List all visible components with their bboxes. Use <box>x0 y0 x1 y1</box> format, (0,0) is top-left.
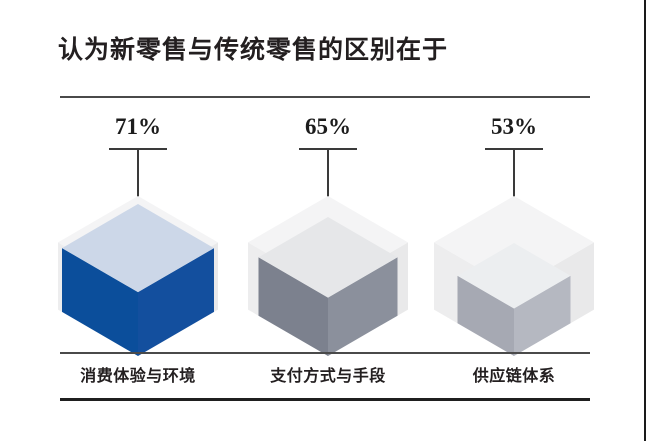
chart-column-0: 71% <box>38 108 238 360</box>
title-divider <box>60 96 590 98</box>
cube-stage-0 <box>38 108 238 356</box>
chart-column-1: 65% <box>228 108 428 360</box>
cube-shape-1 <box>258 217 398 356</box>
cube-stage-1 <box>228 108 428 356</box>
category-divider-bottom <box>60 398 590 401</box>
cube-1 <box>248 108 408 356</box>
category-divider-top <box>60 352 590 354</box>
value-label-2: 53% <box>491 114 537 139</box>
value-label-1: 65% <box>305 114 351 139</box>
leader-stem-0 <box>137 148 139 210</box>
value-label-0: 71% <box>115 114 161 139</box>
page-title: 认为新零售与传统零售的区别在于 <box>58 36 449 64</box>
category-label-1: 支付方式与手段 <box>270 368 386 385</box>
cube-2 <box>434 108 594 356</box>
category-label-0: 消费体验与环境 <box>80 368 196 385</box>
category-label-2: 供应链体系 <box>472 368 556 385</box>
cube-shape-2 <box>457 243 571 356</box>
chart-column-2: 53% <box>414 108 614 360</box>
slide-right-border <box>644 0 646 441</box>
cube-chart: 71% 65% 53% <box>0 108 650 360</box>
cube-shape-0 <box>62 204 214 356</box>
cube-stage-2 <box>414 108 614 356</box>
cube-0 <box>58 108 218 356</box>
leader-stem-1 <box>327 148 329 223</box>
